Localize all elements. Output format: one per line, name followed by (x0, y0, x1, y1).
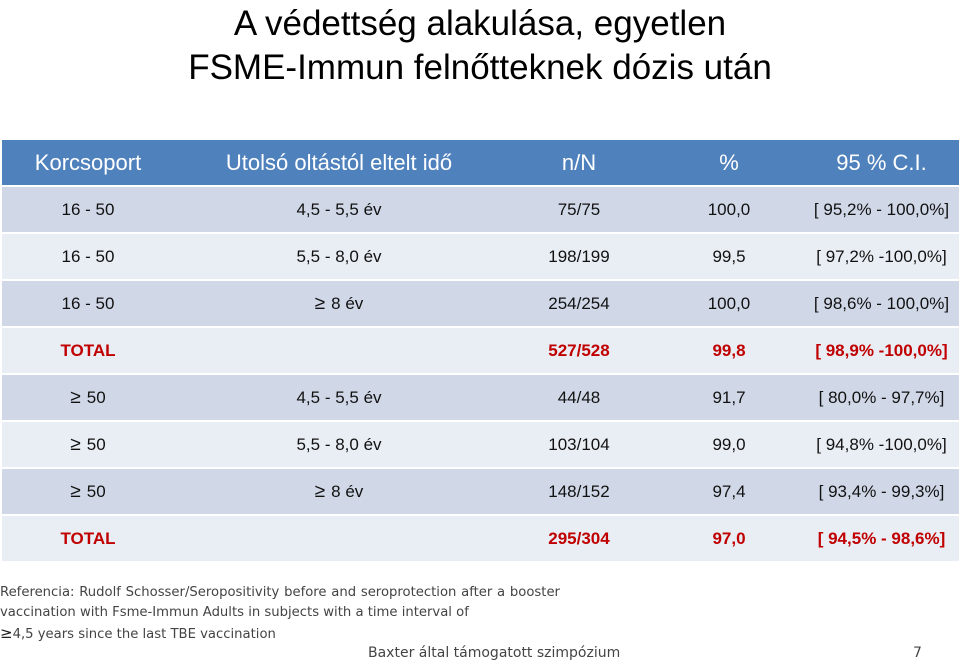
cell-time: 4,5 - 5,5 év (174, 375, 504, 420)
cell-nn: 44/48 (504, 375, 654, 420)
cell-group: 16 - 50 (2, 281, 174, 326)
reference-line-3: 4,5 years since the last TBE vaccination (12, 627, 276, 642)
greater-equal-symbol: ≥ (0, 624, 13, 642)
cell-percent: 100,0 (654, 281, 804, 326)
header-nn: n/N (504, 140, 654, 185)
cell-percent: 100,0 (654, 187, 804, 232)
cell-ci: [ 95,2% - 100,0%] (804, 187, 959, 232)
cell-nn: 254/254 (504, 281, 654, 326)
greater-equal-symbol: ≥ (70, 386, 81, 408)
cell-group-text: 50 (86, 481, 106, 501)
cell-ci: [ 98,9% -100,0%] (804, 328, 959, 373)
title-line-1: A védettség alakulása, egyetlen (233, 4, 727, 43)
header-percent: % (654, 140, 804, 185)
greater-equal-symbol: ≥ (70, 480, 81, 502)
table-row: ≥50 ≥8 év 148/152 97,4 [ 93,4% - 99,3%] (2, 469, 959, 514)
header-ci: 95 % C.I. (804, 140, 959, 185)
reference-note: Referencia: Rudolf Schosser/Seropositivi… (0, 583, 560, 645)
cell-group: 16 - 50 (2, 234, 174, 279)
cell-group: ≥50 (2, 375, 174, 420)
cell-nn: 148/152 (504, 469, 654, 514)
cell-time: 5,5 - 8,0 év (174, 422, 504, 467)
cell-nn: 198/199 (504, 234, 654, 279)
cell-ci: [ 94,5% - 98,6%] (804, 516, 959, 561)
cell-time (174, 328, 504, 373)
cell-group: TOTAL (2, 516, 174, 561)
cell-time: 4,5 - 5,5 év (174, 187, 504, 232)
cell-group: 16 - 50 (2, 187, 174, 232)
table-row: 16 - 50 4,5 - 5,5 év 75/75 100,0 [ 95,2%… (2, 187, 959, 232)
cell-nn: 75/75 (504, 187, 654, 232)
cell-time: ≥8 év (174, 469, 504, 514)
protection-table: Korcsoport Utolsó oltástól eltelt idő n/… (2, 138, 959, 563)
cell-ci: [ 97,2% -100,0%] (804, 234, 959, 279)
cell-time-text: 8 év (331, 481, 364, 501)
header-korcsoport: Korcsoport (2, 140, 174, 185)
cell-group-text: 50 (86, 434, 106, 454)
cell-group: ≥50 (2, 422, 174, 467)
cell-group: TOTAL (2, 328, 174, 373)
cell-percent: 97,0 (654, 516, 804, 561)
page-number: 7 (913, 645, 922, 661)
cell-percent: 99,8 (654, 328, 804, 373)
cell-time-text: 8 év (331, 293, 364, 313)
cell-nn: 103/104 (504, 422, 654, 467)
cell-nn: 295/304 (504, 516, 654, 561)
cell-percent: 99,0 (654, 422, 804, 467)
cell-ci: [ 80,0% - 97,7%] (804, 375, 959, 420)
greater-equal-symbol: ≥ (314, 480, 326, 502)
footer-text: Baxter által támogatott szimpózium (368, 645, 621, 661)
table-row-total: TOTAL 527/528 99,8 [ 98,9% -100,0%] (2, 328, 959, 373)
reference-line-2: booster vaccination with Fsme-Immun Adul… (0, 585, 560, 620)
cell-group: ≥50 (2, 469, 174, 514)
cell-percent: 99,5 (654, 234, 804, 279)
cell-percent: 97,4 (654, 469, 804, 514)
reference-line-1: Referencia: Rudolf Schosser/Seropositivi… (0, 585, 506, 600)
reference-line-3-wrap: ≥4,5 years since the last TBE vaccinatio… (0, 623, 560, 645)
cell-nn: 527/528 (504, 328, 654, 373)
cell-time (174, 516, 504, 561)
cell-ci: [ 93,4% - 99,3%] (804, 469, 959, 514)
table-row: ≥50 4,5 - 5,5 év 44/48 91,7 [ 80,0% - 97… (2, 375, 959, 420)
table-header-row: Korcsoport Utolsó oltástól eltelt idő n/… (2, 140, 959, 185)
cell-time: 5,5 - 8,0 év (174, 234, 504, 279)
cell-time: ≥8 év (174, 281, 504, 326)
table-row: 16 - 50 ≥8 év 254/254 100,0 [ 98,6% - 10… (2, 281, 959, 326)
table-row-total: TOTAL 295/304 97,0 [ 94,5% - 98,6%] (2, 516, 959, 561)
table-row: ≥50 5,5 - 8,0 év 103/104 99,0 [ 94,8% -1… (2, 422, 959, 467)
cell-percent: 91,7 (654, 375, 804, 420)
slide-title: A védettség alakulása, egyetlen FSME-Imm… (0, 0, 960, 90)
table-row: 16 - 50 5,5 - 8,0 év 198/199 99,5 [ 97,2… (2, 234, 959, 279)
header-time: Utolsó oltástól eltelt idő (174, 140, 504, 185)
title-line-2: FSME-Immun felnőtteknek dózis után (188, 48, 772, 87)
cell-ci: [ 94,8% -100,0%] (804, 422, 959, 467)
greater-equal-symbol: ≥ (314, 292, 326, 314)
greater-equal-symbol: ≥ (70, 433, 81, 455)
cell-ci: [ 98,6% - 100,0%] (804, 281, 959, 326)
cell-group-text: 50 (86, 387, 106, 407)
